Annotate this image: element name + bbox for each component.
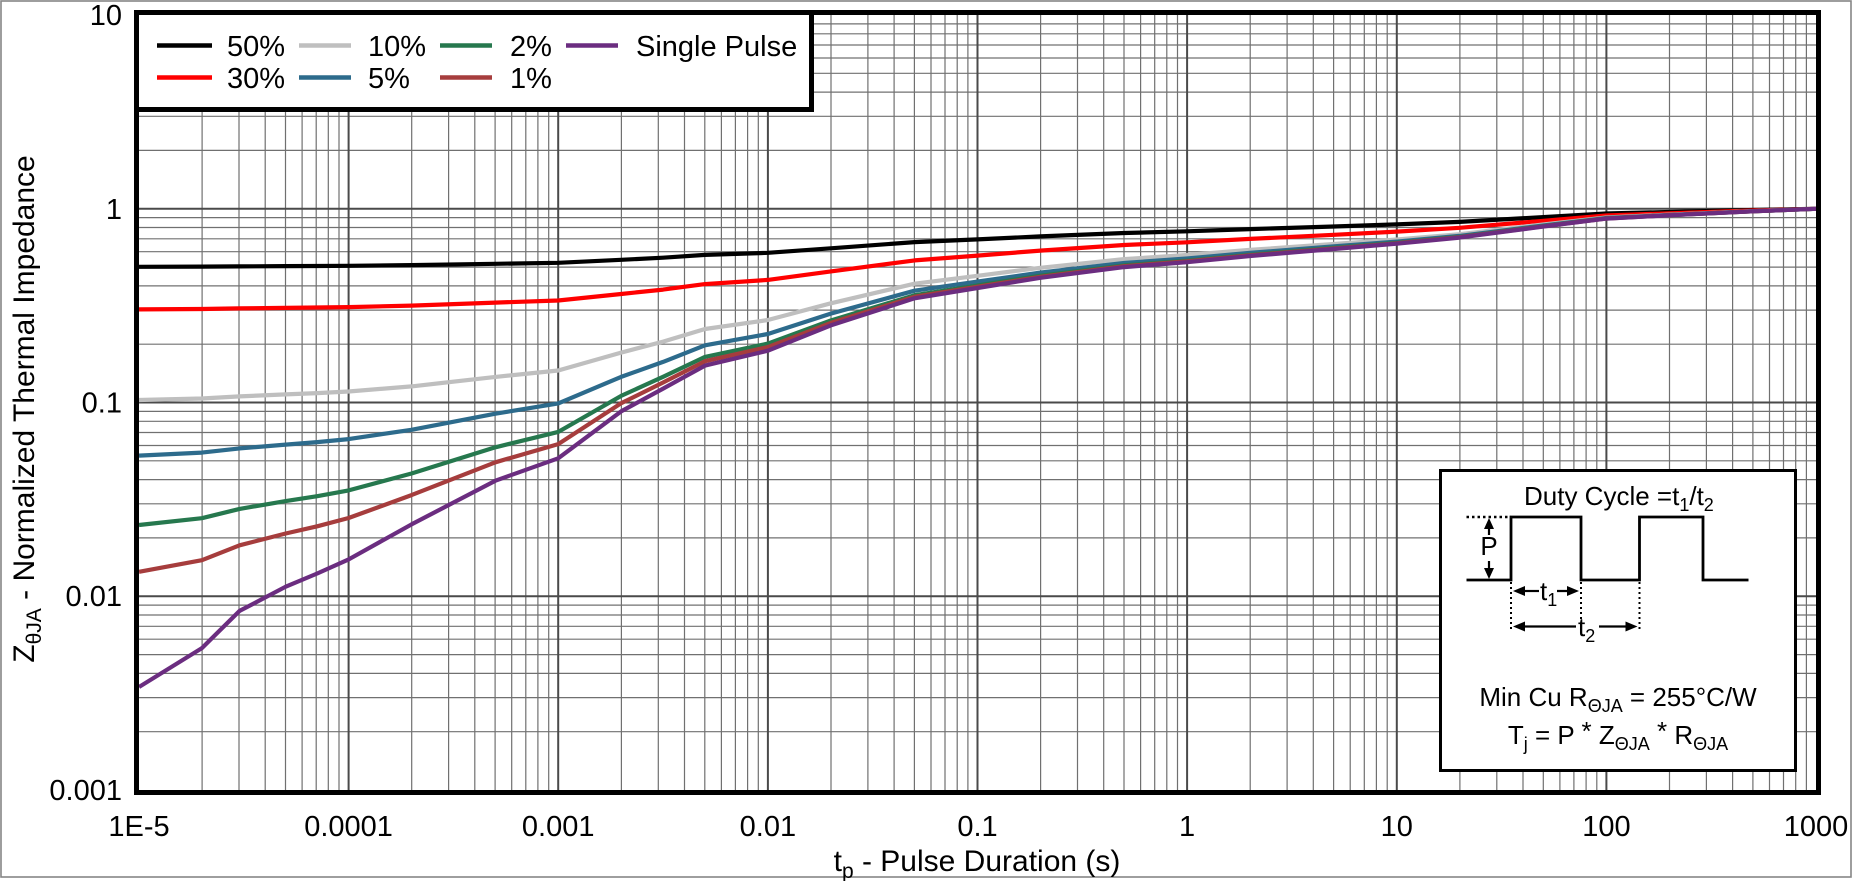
svg-text:Min Cu RΘJA = 255°C/W: Min Cu RΘJA = 255°C/W (1479, 682, 1757, 716)
svg-text:30%: 30% (227, 63, 285, 95)
svg-text:0.001: 0.001 (49, 775, 122, 807)
svg-text:tp - Pulse Duration (s): tp - Pulse Duration (s) (834, 845, 1121, 881)
svg-text:1000: 1000 (1784, 811, 1849, 843)
svg-text:0.01: 0.01 (66, 581, 122, 613)
svg-text:10: 10 (90, 0, 122, 32)
svg-text:0.0001: 0.0001 (304, 811, 393, 843)
svg-text:0.001: 0.001 (522, 811, 595, 843)
svg-text:5%: 5% (368, 63, 410, 95)
svg-text:10: 10 (1381, 811, 1413, 843)
svg-text:1%: 1% (510, 63, 552, 95)
svg-text:Single Pulse: Single Pulse (636, 31, 797, 63)
svg-text:100: 100 (1582, 811, 1630, 843)
svg-text:1: 1 (1179, 811, 1195, 843)
svg-text:P: P (1480, 531, 1497, 561)
svg-text:0.01: 0.01 (740, 811, 796, 843)
svg-text:50%: 50% (227, 31, 285, 63)
svg-text:Duty Cycle =t1/t2: Duty Cycle =t1/t2 (1524, 481, 1714, 515)
svg-text:0.1: 0.1 (957, 811, 997, 843)
svg-text:1: 1 (106, 194, 122, 226)
svg-text:10%: 10% (368, 31, 426, 63)
svg-text:1E-5: 1E-5 (108, 811, 169, 843)
svg-text:2%: 2% (510, 31, 552, 63)
svg-text:ZθJA - Normalized Thermal Impe: ZθJA - Normalized Thermal Impedance (8, 155, 46, 662)
svg-text:0.1: 0.1 (82, 388, 122, 420)
